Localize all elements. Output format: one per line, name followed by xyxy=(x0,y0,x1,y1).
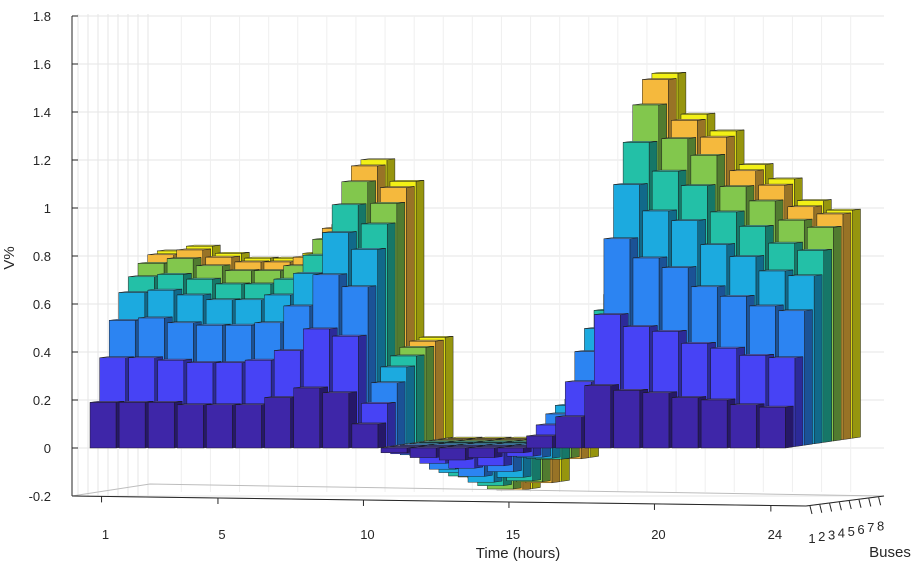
bar-side xyxy=(425,346,435,442)
bus-tick-mark xyxy=(829,503,833,512)
bar-front xyxy=(700,399,728,449)
bus-tick-label: 2 xyxy=(818,529,825,544)
bar-front xyxy=(497,447,524,454)
bar-side xyxy=(444,336,454,439)
bus-axis-line xyxy=(805,495,885,507)
bar-front xyxy=(351,423,379,449)
bar-front xyxy=(729,404,757,449)
bar-side xyxy=(387,402,396,447)
bar-side xyxy=(785,405,794,449)
y-tick-label: 1.6 xyxy=(33,57,51,72)
x-axis-label: Time (hours) xyxy=(476,545,560,562)
bar-side xyxy=(396,381,406,446)
chart-ticks: -0.200.20.40.60.811.21.41.61.81 5 10 15 20 24… xyxy=(29,9,885,546)
bus-tick-label: 6 xyxy=(857,522,864,537)
bar-front xyxy=(555,416,582,449)
bar-side xyxy=(377,422,387,449)
x-tick-label: 20 xyxy=(651,527,665,542)
y-tick-label: -0.2 xyxy=(29,489,51,504)
x-axis-line xyxy=(71,495,807,507)
bus-tick-mark xyxy=(809,505,813,515)
bar-front xyxy=(380,447,408,454)
bar-front xyxy=(468,447,495,458)
bar-front xyxy=(438,447,466,461)
chart-bars xyxy=(89,72,861,491)
bar-side xyxy=(804,309,813,446)
bus-tick-mark xyxy=(858,499,862,508)
bus-tick-mark xyxy=(878,497,882,506)
x-tick-label: 5 xyxy=(218,527,225,542)
bar-side xyxy=(794,356,804,447)
bus-tick-label: 7 xyxy=(867,520,874,535)
bar-front xyxy=(89,402,117,449)
bar-front xyxy=(642,392,670,449)
y-tick-label: 1.2 xyxy=(33,153,51,168)
bar-front xyxy=(526,435,553,449)
bar-side xyxy=(416,354,425,443)
y-tick-label: 0.2 xyxy=(33,393,51,408)
bar-side xyxy=(813,274,823,445)
bus-tick-mark xyxy=(848,500,852,510)
bar-front xyxy=(759,406,786,449)
bar-front xyxy=(235,404,262,449)
bar-front xyxy=(613,390,641,449)
bar-side xyxy=(833,226,842,442)
y-tick-label: 1.8 xyxy=(33,9,51,24)
bar-side xyxy=(435,339,444,440)
bar-front xyxy=(264,397,291,449)
x-tick-label: 10 xyxy=(360,527,374,542)
x-tick-label: 1 xyxy=(102,527,109,542)
bar-front xyxy=(177,404,204,449)
bus-tick-mark xyxy=(819,504,823,513)
bar-front xyxy=(671,397,699,449)
bar-front xyxy=(147,402,175,449)
bar-side xyxy=(823,249,832,443)
y-tick-label: 0.4 xyxy=(33,345,51,360)
bar-front xyxy=(409,447,437,458)
bus-tick-mark xyxy=(838,502,842,511)
bar-front xyxy=(322,392,350,449)
bus-axis-label: Buses xyxy=(869,544,911,561)
chart-floor xyxy=(71,483,885,507)
bar-side xyxy=(842,212,852,440)
bar xyxy=(759,405,794,449)
y-tick-label: 0.6 xyxy=(33,297,51,312)
bar-side xyxy=(406,365,415,445)
bar-side xyxy=(852,208,861,439)
y-tick-label: 0 xyxy=(44,441,51,456)
bus-tick-label: 1 xyxy=(808,531,815,546)
bar-front xyxy=(118,402,146,449)
bar-front xyxy=(206,404,233,449)
bus-tick-label: 3 xyxy=(828,527,835,542)
y-axis-label: V% xyxy=(1,246,18,269)
bar xyxy=(671,396,707,449)
y-tick-label: 0.8 xyxy=(33,249,51,264)
y-tick-label: 1 xyxy=(44,201,51,216)
x-tick-label: 15 xyxy=(506,527,520,542)
bar xyxy=(351,422,387,449)
bus-tick-mark xyxy=(868,498,872,507)
x-tick-label: 24 xyxy=(768,527,782,542)
bus-tick-label: 8 xyxy=(877,518,884,533)
bus-tick-label: 5 xyxy=(848,524,855,539)
bar-front xyxy=(293,387,320,449)
y-tick-label: 1.4 xyxy=(33,105,51,120)
bar-front xyxy=(584,385,611,449)
bus-tick-label: 4 xyxy=(838,526,845,541)
